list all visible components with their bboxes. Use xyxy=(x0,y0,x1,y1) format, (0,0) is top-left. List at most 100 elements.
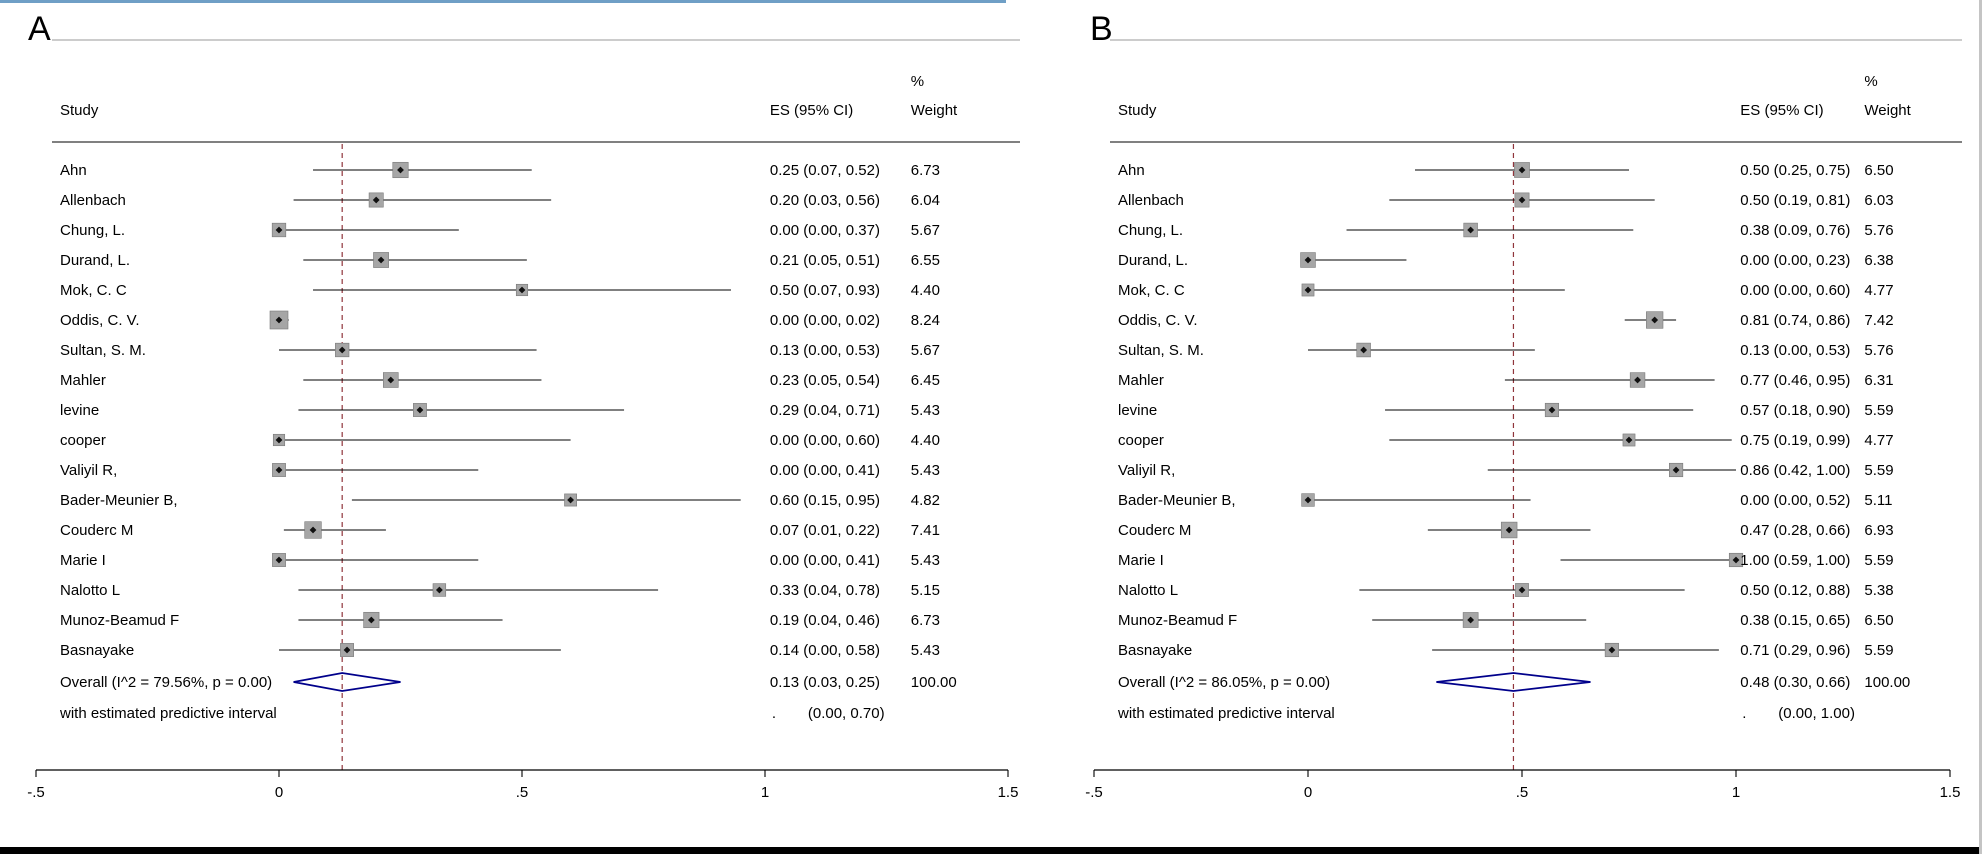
study-name: Couderc M xyxy=(1118,522,1191,539)
weight-value: 5.76 xyxy=(1864,222,1893,239)
weight-value: 6.73 xyxy=(911,612,940,629)
column-header-es: ES (95% CI) xyxy=(770,102,853,119)
es-marker xyxy=(1548,406,1556,414)
study-row: Oddis, C. V. 0.00 (0.00, 0.02) 8.24 xyxy=(60,310,940,330)
study-row: Mok, C. C 0.00 (0.00, 0.60) 4.77 xyxy=(1118,282,1894,299)
es-marker xyxy=(372,196,380,204)
weight-value: 5.76 xyxy=(1864,342,1893,359)
study-name: cooper xyxy=(1118,432,1164,449)
study-row: Ahn 0.50 (0.25, 0.75) 6.50 xyxy=(1118,162,1894,179)
overall-diamond xyxy=(1436,672,1591,692)
study-name: Bader-Meunier B, xyxy=(60,492,178,509)
es-marker xyxy=(1518,586,1526,594)
es-marker xyxy=(567,496,574,504)
predictive-dot: . xyxy=(772,705,776,722)
weight-value: 6.50 xyxy=(1864,612,1893,629)
study-name: Munoz-Beamud F xyxy=(1118,612,1237,629)
weight-value: 4.77 xyxy=(1864,282,1893,299)
es-value: 0.50 (0.19, 0.81) xyxy=(1740,192,1850,209)
overall-row: Overall (I^2 = 86.05%, p = 0.00) 0.48 (0.… xyxy=(1118,672,1910,692)
es-value: 0.71 (0.29, 0.96) xyxy=(1740,642,1850,659)
study-row: Valiyil R, 0.86 (0.42, 1.00) 5.59 xyxy=(1118,462,1894,479)
es-value: 0.38 (0.15, 0.65) xyxy=(1740,612,1850,629)
study-row: Durand, L. 0.00 (0.00, 0.23) 6.38 xyxy=(1118,252,1894,269)
es-value: 0.60 (0.15, 0.95) xyxy=(770,492,880,509)
es-value: 0.50 (0.12, 0.88) xyxy=(1740,582,1850,599)
study-row: Basnayake 0.71 (0.29, 0.96) 5.59 xyxy=(1118,642,1894,659)
weight-value: 5.43 xyxy=(911,642,940,659)
study-name: Ahn xyxy=(1118,162,1145,179)
es-marker xyxy=(416,406,424,414)
study-row: Marie I 1.00 (0.59, 1.00) 5.59 xyxy=(1118,552,1894,569)
predictive-ci-value: (0.00, 1.00) xyxy=(1778,705,1855,722)
overall-diamond xyxy=(293,672,401,692)
study-name: Durand, L. xyxy=(60,252,130,269)
es-value: 0.23 (0.05, 0.54) xyxy=(770,372,880,389)
weight-value: 7.41 xyxy=(911,522,940,539)
es-marker xyxy=(338,346,346,354)
weight-value: 5.67 xyxy=(911,342,940,359)
study-row: Oddis, C. V. 0.81 (0.74, 0.86) 7.42 xyxy=(1118,311,1894,329)
study-row: cooper 0.75 (0.19, 0.99) 4.77 xyxy=(1118,432,1894,449)
es-marker xyxy=(367,616,375,624)
es-marker xyxy=(377,256,385,264)
es-value: 0.19 (0.04, 0.46) xyxy=(770,612,880,629)
study-name: Oddis, C. V. xyxy=(60,312,139,329)
study-name: Allenbach xyxy=(60,192,126,209)
study-name: Durand, L. xyxy=(1118,252,1188,269)
es-value: 0.00 (0.00, 0.23) xyxy=(1740,252,1850,269)
study-name: Bader-Meunier B, xyxy=(1118,492,1236,509)
predictive-label: with estimated predictive interval xyxy=(59,705,277,722)
es-marker xyxy=(397,166,404,174)
study-row: Chung, L. 0.00 (0.00, 0.37) 5.67 xyxy=(60,222,940,239)
study-row: Sultan, S. M. 0.13 (0.00, 0.53) 5.76 xyxy=(1118,342,1894,359)
es-marker xyxy=(387,376,395,384)
weight-value: 6.38 xyxy=(1864,252,1893,269)
es-marker xyxy=(275,226,283,234)
weight-value: 4.40 xyxy=(911,432,940,449)
overall-es-value: 0.48 (0.30, 0.66) xyxy=(1740,674,1850,691)
es-value: 0.14 (0.00, 0.58) xyxy=(770,642,880,659)
column-header-study: Study xyxy=(60,102,99,119)
weight-value: 5.43 xyxy=(911,552,940,569)
es-value: 0.07 (0.01, 0.22) xyxy=(770,522,880,539)
panel-b-label: B xyxy=(1090,10,1113,48)
study-name: Oddis, C. V. xyxy=(1118,312,1197,329)
es-value: 0.20 (0.03, 0.56) xyxy=(770,192,880,209)
weight-value: 5.59 xyxy=(1864,642,1893,659)
study-name: cooper xyxy=(60,432,106,449)
axis-tick-label: 0 xyxy=(1304,784,1312,801)
weight-value: 5.59 xyxy=(1864,402,1893,419)
overall-label: Overall (I^2 = 86.05%, p = 0.00) xyxy=(1118,674,1330,691)
study-name: Basnayake xyxy=(60,642,134,659)
es-value: 0.00 (0.00, 0.41) xyxy=(770,462,880,479)
weight-value: 5.59 xyxy=(1864,552,1893,569)
study-name: Munoz-Beamud F xyxy=(60,612,179,629)
es-value: 0.00 (0.00, 0.60) xyxy=(770,432,880,449)
weight-value: 4.40 xyxy=(911,282,940,299)
weight-value: 5.43 xyxy=(911,462,940,479)
study-row: Munoz-Beamud F 0.19 (0.04, 0.46) 6.73 xyxy=(60,611,940,629)
column-header-weight-percent: % xyxy=(1864,73,1877,90)
study-row: levine 0.29 (0.04, 0.71) 5.43 xyxy=(60,402,940,419)
predictive-ci-value: (0.00, 0.70) xyxy=(808,705,885,722)
weight-value: 5.67 xyxy=(911,222,940,239)
es-value: 0.57 (0.18, 0.90) xyxy=(1740,402,1850,419)
study-name: Nalotto L xyxy=(1118,582,1178,599)
es-marker xyxy=(1732,556,1740,564)
study-name: Marie I xyxy=(60,552,106,569)
study-row: Durand, L. 0.21 (0.05, 0.51) 6.55 xyxy=(60,252,940,269)
window-bottom-bar xyxy=(0,847,1979,854)
study-row: Marie I 0.00 (0.00, 0.41) 5.43 xyxy=(60,552,940,569)
window-top-border xyxy=(0,0,1006,3)
es-value: 0.38 (0.09, 0.76) xyxy=(1740,222,1850,239)
axis-tick-label: 1.5 xyxy=(1940,784,1961,801)
es-value: 0.00 (0.00, 0.02) xyxy=(770,312,880,329)
weight-value: 5.38 xyxy=(1864,582,1893,599)
axis-tick-label: 1 xyxy=(1732,784,1740,801)
study-row: Basnayake 0.14 (0.00, 0.58) 5.43 xyxy=(60,642,940,659)
study-row: Ahn 0.25 (0.07, 0.52) 6.73 xyxy=(60,161,940,179)
es-value: 0.00 (0.00, 0.52) xyxy=(1740,492,1850,509)
overall-weight-value: 100.00 xyxy=(911,674,957,691)
